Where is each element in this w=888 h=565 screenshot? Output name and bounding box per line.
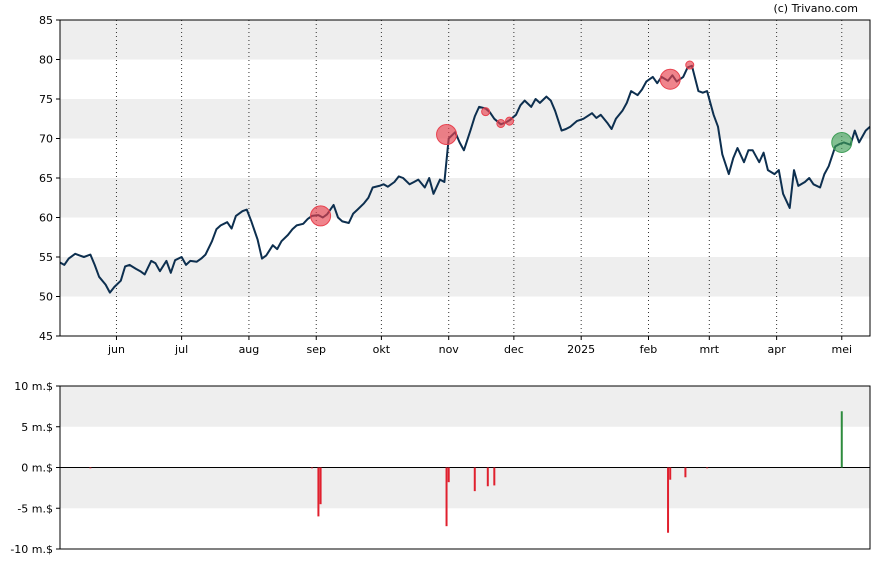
price-tick-label: 80 [39,54,53,67]
month-tick-label: jun [107,343,125,356]
volume-tick-label: -10 m.$ [10,543,53,556]
month-tick-label: nov [439,343,460,356]
price-band [60,178,870,218]
volume-tick-label: -5 m.$ [17,502,53,515]
sell-marker [481,107,491,117]
month-tick-label: dec [504,343,524,356]
month-tick-label: feb [640,343,658,356]
month-tick-label: aug [239,343,260,356]
price-tick-label: 70 [39,133,53,146]
price-y-axis: 45 50 55 60 65 70 75 80 85 [39,14,60,343]
sell-marker [310,205,332,227]
sell-marker [685,60,695,70]
sell-marker [505,116,515,126]
price-line-group [59,64,871,294]
price-x-axis: jun jul aug sep okt nov dec 2025 feb mrt apr mei [107,336,852,356]
buy-marker [831,131,853,153]
volume-tick-label: 10 m.$ [14,380,53,393]
price-tick-label: 65 [39,172,53,185]
volume-tick-label: 0 m.$ [21,462,53,475]
price-chart-vgrid [115,20,843,336]
price-tick-label: 50 [39,291,53,304]
price-tick-label: 75 [39,93,53,106]
month-tick-label: jul [174,343,188,356]
volume-band [60,386,870,427]
price-band [60,257,870,297]
volume-y-axis: 10 m.$ 5 m.$ 0 m.$ -5 m.$ -10 m.$ [10,380,60,556]
month-tick-label: 2025 [567,343,595,356]
month-tick-label: apr [767,343,786,356]
price-band [60,20,870,60]
volume-band [60,467,870,509]
price-tick-label: 85 [39,14,53,27]
price-line [59,64,871,294]
volume-bars [89,411,843,533]
month-tick-label: mei [831,343,852,356]
credit-label: (c) Trivano.com [773,2,858,15]
sell-marker [436,124,458,146]
price-tick-label: 45 [39,330,53,343]
price-chart-bands [60,20,870,297]
sell-marker [659,68,681,90]
month-tick-label: okt [373,343,391,356]
price-tick-label: 55 [39,251,53,264]
month-tick-label: mrt [700,343,720,356]
price-tick-label: 60 [39,212,53,225]
sell-marker [496,118,506,128]
month-tick-label: sep [307,343,326,356]
trade-markers [310,60,853,227]
volume-chart-bands [60,386,870,509]
price-band [60,99,870,139]
volume-tick-label: 5 m.$ [21,421,53,434]
